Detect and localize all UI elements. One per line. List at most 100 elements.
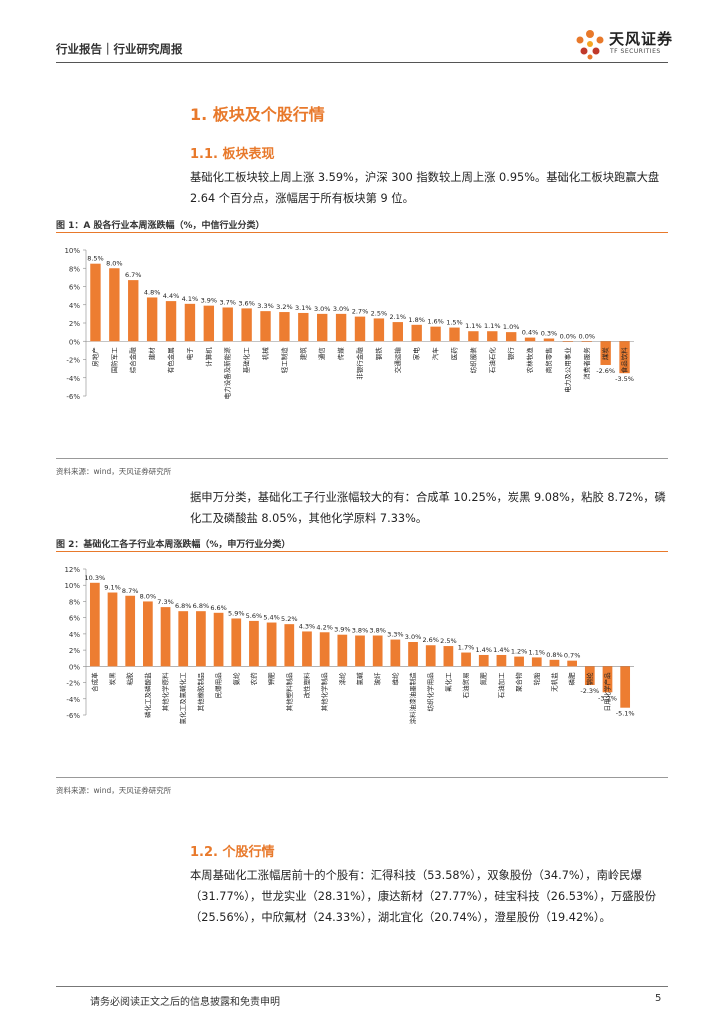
bar (178, 611, 189, 667)
bar (184, 303, 196, 342)
bar (514, 656, 524, 667)
bar (600, 341, 611, 365)
data-label: 3.6% (238, 299, 255, 307)
category-label: 电力设备及新能源 (223, 347, 232, 400)
data-label: 4.3% (299, 622, 316, 630)
category-label: 传媒 (336, 347, 345, 361)
footer-divider (56, 986, 668, 987)
data-label: 3.3% (257, 302, 274, 310)
data-label: 1.2% (511, 648, 528, 656)
category-label: 涂料油漆油墨制造 (408, 672, 417, 725)
bar (461, 652, 471, 667)
category-label: 民爆用品 (214, 672, 223, 698)
category-label: 其他化学制品 (320, 672, 329, 711)
paragraph-sector-performance: 基础化工板块较上周上涨 3.59%，沪深 300 指数较上周上涨 0.95%。基… (190, 171, 660, 205)
data-label: 4.2% (316, 623, 333, 631)
category-label: 其他橡胶制品 (196, 672, 205, 711)
data-label: 1.5% (446, 319, 463, 327)
data-label: 3.1% (295, 304, 312, 312)
figure-1-chart: -6%-4%-2%0%2%4%6%8%10%8.5%8.0%6.7%4.8% 4.… (64, 247, 634, 401)
category-label: 锦纶 (585, 672, 594, 686)
bar (284, 624, 295, 667)
category-label: 基础化工 (242, 347, 251, 374)
data-label: 3.9% (201, 297, 218, 305)
data-label: -3.5% (615, 375, 634, 383)
data-label: 1.0% (503, 323, 520, 331)
bar (107, 592, 118, 667)
category-label: 家电 (412, 347, 421, 361)
figure-2-source: 资料来源：wind，天风证券研究所 (56, 786, 172, 795)
bar (241, 308, 252, 342)
bar (531, 657, 542, 667)
category-label: 计算机 (204, 347, 213, 367)
bar (602, 666, 613, 693)
bar (279, 312, 290, 342)
data-label: 8.7% (122, 587, 139, 595)
data-label: 3.9% (334, 626, 351, 634)
data-label: 0.7% (564, 652, 581, 660)
category-label: 改性塑料 (302, 672, 311, 699)
y-tick-label: 2% (69, 320, 80, 328)
category-label: 医药 (449, 347, 458, 361)
bar (319, 632, 330, 667)
category-label: 石油贸易 (461, 672, 470, 698)
bar (128, 280, 139, 342)
bar (524, 337, 536, 342)
bar (335, 313, 347, 342)
data-label: 2.5% (440, 637, 457, 645)
data-label: 5.6% (246, 612, 263, 620)
bar (411, 324, 422, 342)
tf-securities-logo (576, 30, 604, 60)
bar (430, 326, 441, 342)
category-label: 机械 (261, 347, 270, 361)
bar (109, 268, 120, 342)
bar (567, 660, 577, 667)
category-label: 合成革 (90, 672, 99, 692)
bar (213, 612, 224, 667)
data-label: 8.0% (140, 592, 157, 600)
figure-2-bottom-rule (56, 777, 668, 778)
category-label: 国防军工 (109, 347, 118, 374)
bar (543, 338, 555, 342)
data-label: 0.4% (522, 329, 539, 337)
category-label: 电力及公用事业 (563, 347, 572, 393)
bar (549, 659, 560, 667)
category-label: 商贸零售 (544, 347, 553, 373)
data-label: 1.7% (458, 644, 475, 652)
bar (392, 322, 403, 342)
data-label: 3.0% (314, 305, 331, 313)
bar (354, 316, 366, 342)
data-label: 6.8% (175, 602, 192, 610)
data-label: 9.1% (104, 584, 121, 592)
y-tick-label: 12% (64, 566, 80, 574)
data-label: 4.4% (163, 292, 180, 300)
category-label: 轮胎 (532, 672, 541, 686)
data-label: 1.4% (493, 646, 510, 654)
bar (89, 582, 100, 667)
bar (302, 631, 312, 667)
section-heading: 1. 板块及个股行情 (190, 105, 325, 124)
category-label: 消费者服务 (582, 347, 591, 380)
logo-mark-icon (576, 30, 604, 60)
page-number: 5 (655, 993, 662, 1004)
data-label: 6.7% (125, 271, 142, 279)
bar (249, 620, 259, 667)
bar (160, 607, 171, 667)
data-label: 6.8% (193, 602, 210, 610)
bar (619, 341, 630, 374)
y-tick-label: 8% (69, 598, 80, 606)
category-label: 钾肥 (267, 672, 276, 686)
data-label: 5.4% (263, 614, 280, 622)
category-label: 轻工制造 (279, 347, 288, 374)
data-label: 2.5% (371, 309, 388, 317)
header-divider (56, 62, 668, 63)
bar (231, 618, 242, 667)
bar (298, 312, 309, 342)
data-label: 0.0% (579, 332, 596, 340)
bar (317, 313, 328, 342)
data-label: 3.3% (387, 631, 404, 639)
figure-2-top-rule (56, 551, 668, 552)
bar (203, 305, 215, 342)
data-label: 1.1% (484, 322, 501, 330)
category-label: 汽车 (431, 347, 440, 361)
